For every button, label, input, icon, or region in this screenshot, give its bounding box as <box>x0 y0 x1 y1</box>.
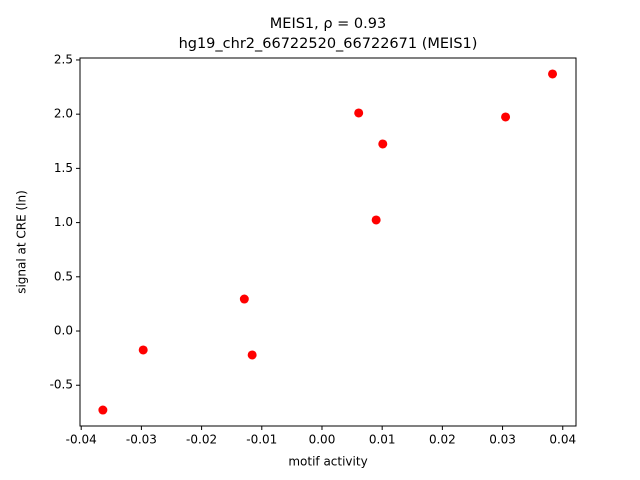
y-axis-label: signal at CRE (ln) <box>15 190 29 294</box>
point <box>138 345 148 355</box>
point <box>354 108 364 118</box>
y-tick-label: 0.5 <box>54 269 73 283</box>
x-axis-label: motif activity <box>288 455 367 469</box>
chart-title: MEIS1, ρ = 0.93 <box>270 16 386 32</box>
point <box>247 350 257 360</box>
x-tick-label: -0.04 <box>66 433 97 447</box>
y-tick-label: 2.5 <box>54 52 73 66</box>
point <box>371 215 381 225</box>
plot-frame <box>79 57 577 427</box>
x-tick-label: -0.01 <box>246 433 277 447</box>
y-tick-label: 1.0 <box>54 215 73 229</box>
x-tick-label: 0.01 <box>369 433 396 447</box>
y-tick-label: -0.5 <box>50 378 73 392</box>
y-tick-label: 1.5 <box>54 161 73 175</box>
point <box>378 139 388 149</box>
point <box>501 112 511 122</box>
point <box>548 69 558 79</box>
y-tick-label: 0.0 <box>54 324 73 338</box>
chart-subtitle: hg19_chr2_66722520_66722671 (MEIS1) <box>179 36 478 52</box>
point <box>239 294 249 304</box>
x-tick-label: -0.02 <box>186 433 217 447</box>
y-tick-label: 2.0 <box>54 107 73 121</box>
x-tick-label: 0.04 <box>549 433 576 447</box>
x-tick-label: 0.03 <box>489 433 516 447</box>
x-tick-label: -0.03 <box>126 433 157 447</box>
point <box>98 405 108 415</box>
x-tick-label: 0.02 <box>429 433 456 447</box>
x-tick-label: 0.00 <box>309 433 336 447</box>
